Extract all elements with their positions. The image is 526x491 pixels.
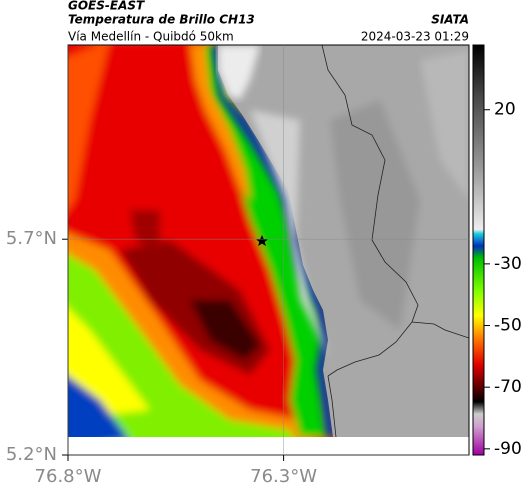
- colorbar-tick-label: -50: [494, 316, 522, 336]
- location-marker: [256, 235, 268, 246]
- x-tick-label: 76.3°W: [250, 466, 317, 487]
- title: GOES-EAST: [68, 0, 145, 13]
- colorbar-tick-label: -30: [494, 254, 522, 274]
- timestamp: 2024-03-23 01:29: [361, 30, 469, 44]
- y-tick-label: 5.7°N: [6, 228, 57, 249]
- colorbar-tick-label: -70: [494, 377, 522, 397]
- region: Vía Medellín - Quibdó 50km: [68, 30, 234, 44]
- colorbar-tick-label: -90: [494, 439, 522, 459]
- subtitle: Temperatura de Brillo CH13: [68, 13, 255, 27]
- y-tick-label: 5.2°N: [6, 444, 57, 465]
- x-tick-label: 76.8°W: [35, 466, 102, 487]
- colorbar-tick-label: 20: [494, 100, 516, 120]
- satellite-image: [67, 44, 470, 456]
- colorbar: [472, 44, 485, 456]
- source: SIATA: [431, 13, 469, 27]
